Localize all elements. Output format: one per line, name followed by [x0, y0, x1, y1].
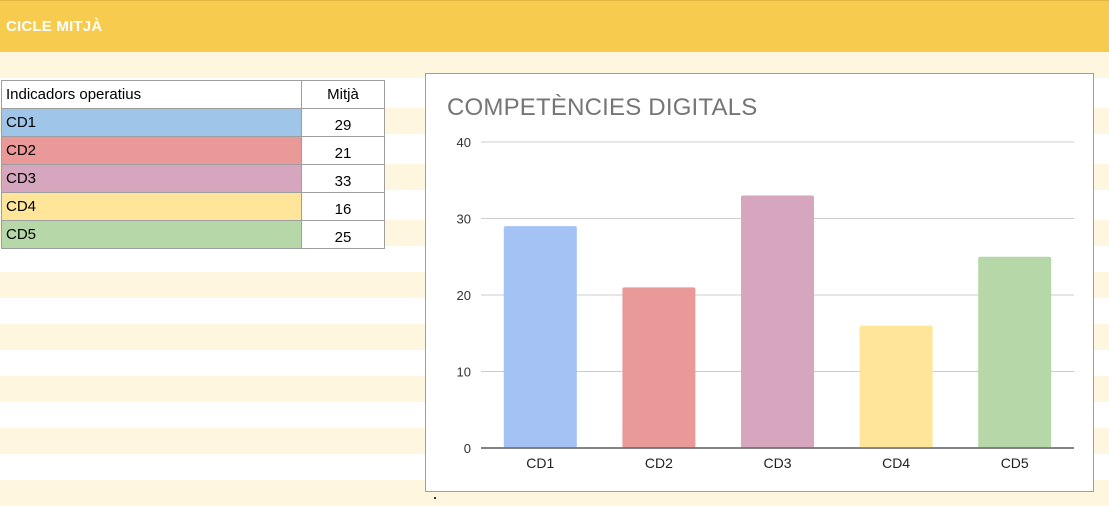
indicator-label[interactable]: CD2 — [1, 136, 302, 165]
indicator-label[interactable]: CD5 — [1, 220, 302, 249]
x-tick-label: CD5 — [1001, 455, 1029, 471]
indicator-value[interactable]: 29 — [301, 108, 385, 137]
indicator-label[interactable]: CD1 — [1, 108, 302, 137]
table-row: CD2 21 — [1, 136, 385, 165]
table-row: CD4 16 — [1, 192, 385, 221]
bar-cd1 — [503, 226, 577, 448]
indicator-label[interactable]: CD4 — [1, 192, 302, 221]
chart-title: COMPETÈNCIES DIGITALS — [447, 94, 758, 121]
bar-cd4 — [859, 325, 933, 448]
table-row: CD5 25 — [1, 220, 385, 249]
x-tick-label: CD4 — [882, 455, 910, 471]
indicator-value[interactable]: 33 — [301, 164, 385, 193]
x-tick-label: CD2 — [645, 455, 673, 471]
indicator-label[interactable]: CD3 — [1, 164, 302, 193]
bar-cd3 — [741, 195, 814, 448]
indicators-table: Indicadors operatius Mitjà CD1 29 CD2 21… — [1, 80, 385, 249]
indicator-value[interactable]: 21 — [301, 136, 385, 165]
table-row: CD1 29 — [1, 108, 385, 137]
cursor-dot — [434, 497, 436, 499]
table-row: CD3 33 — [1, 164, 385, 193]
chart-container[interactable]: COMPETÈNCIES DIGITALS 0 10 20 30 40 CD1 CD2 CD3… — [425, 73, 1094, 492]
indicator-value[interactable]: 25 — [301, 220, 385, 249]
bar-chart: 0 10 20 30 40 CD1 CD2 CD3 CD4 CD5 — [457, 135, 1074, 471]
header-indicadors[interactable]: Indicadors operatius — [1, 80, 302, 109]
section-header: CICLE MITJÀ — [0, 0, 1109, 52]
indicator-value[interactable]: 16 — [301, 192, 385, 221]
y-tick-label: 20 — [457, 288, 471, 303]
table-header-row: Indicadors operatius Mitjà — [1, 80, 385, 109]
y-tick-label: 0 — [464, 441, 471, 456]
header-mitja[interactable]: Mitjà — [301, 80, 385, 109]
y-tick-label: 40 — [457, 135, 471, 150]
y-tick-label: 10 — [457, 365, 471, 380]
bar-cd2 — [622, 287, 696, 448]
bar-cd5 — [978, 256, 1052, 448]
x-tick-label: CD1 — [526, 455, 554, 471]
x-tick-label: CD3 — [763, 455, 791, 471]
y-tick-label: 30 — [457, 212, 471, 227]
section-title: CICLE MITJÀ — [6, 18, 103, 35]
